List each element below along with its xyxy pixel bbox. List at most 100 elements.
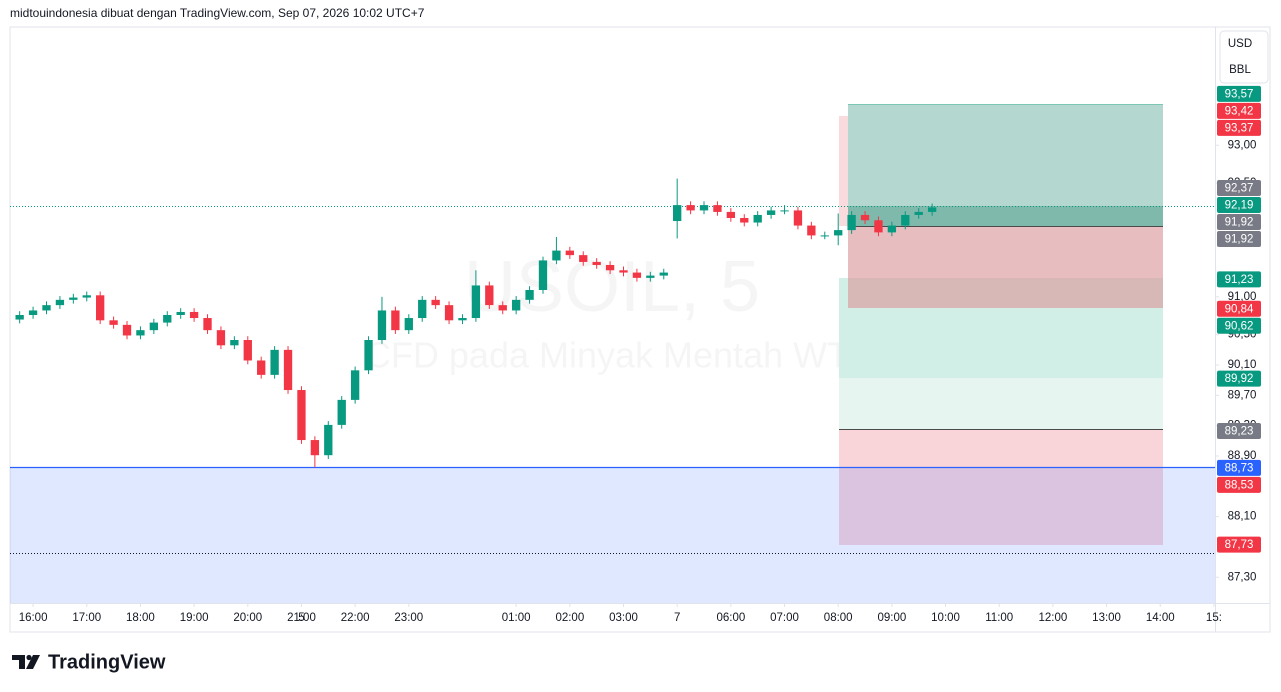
candle-body [632, 272, 642, 278]
candle-body [82, 295, 91, 298]
x-tick-label: 22:00 [341, 612, 370, 624]
candle-body [834, 230, 843, 236]
price-tag-label: 93,57 [1225, 88, 1254, 100]
candle-body [270, 349, 279, 375]
candle-body [485, 285, 494, 306]
price-tag-label: 87,73 [1225, 539, 1254, 551]
candle-body [753, 214, 762, 223]
candle-body [15, 315, 24, 320]
x-tick-label: 23:00 [394, 612, 423, 624]
price-tag-label: 91,23 [1225, 274, 1254, 286]
x-tick-label: 08:00 [824, 612, 853, 624]
price-tag [1217, 179, 1261, 196]
candle-body [498, 305, 507, 311]
y-tick-label: 88,90 [1228, 450, 1257, 462]
price-tag [1217, 300, 1261, 317]
candle-body [163, 315, 172, 323]
price-tag-label: 90,84 [1225, 303, 1254, 315]
price-tag [1217, 196, 1261, 213]
candle-body [820, 235, 829, 237]
price-tag-label: 90,62 [1225, 320, 1254, 332]
x-tick-label: 07:00 [770, 612, 799, 624]
candle-body [874, 220, 883, 233]
plot-area: USOIL, 5 CFD pada Minyak Mentah WTI [10, 104, 1215, 603]
price-tag-label: 88,73 [1225, 462, 1254, 474]
candle-body [901, 214, 910, 226]
candle-body [176, 311, 185, 315]
candle-body [391, 310, 400, 331]
currency[interactable]: USD [1228, 38, 1252, 50]
candle-body [686, 205, 695, 211]
x-tick-label: 5 [298, 612, 304, 624]
candle-body [887, 225, 897, 233]
candle-body [847, 214, 856, 231]
header: midtouindonesia dibuat dengan TradingVie… [10, 6, 425, 20]
x-tick-label: 16:00 [19, 612, 48, 624]
y-tick-label: 87,30 [1228, 571, 1257, 583]
candle-body [458, 318, 467, 321]
y-tick-label: 93,00 [1228, 139, 1257, 151]
candle-body [914, 211, 923, 215]
candle-body [592, 261, 601, 265]
price-tag-label: 91,92 [1225, 216, 1254, 228]
candle-body [927, 207, 937, 212]
candle-body [766, 210, 776, 215]
candles [15, 178, 937, 468]
x-tick-label: 21:00 [287, 612, 316, 624]
price-tag-label: 88,53 [1225, 479, 1254, 491]
price-tag-label: 92,19 [1225, 199, 1254, 211]
stop-zone [848, 226, 1163, 308]
candle-body [203, 318, 212, 331]
candle-body [230, 340, 239, 346]
candle-body [525, 289, 534, 300]
candle-body [780, 210, 789, 212]
y-tick-label: 88,10 [1228, 511, 1257, 523]
candle-body [69, 297, 78, 300]
price-tag-label: 89,23 [1225, 425, 1254, 437]
candle-body [740, 217, 749, 223]
candle-body [149, 322, 159, 331]
candle-body [511, 299, 521, 311]
x-tick-label: 02:00 [555, 612, 584, 624]
candle-body [713, 205, 722, 212]
x-tick-label: 13:00 [1092, 612, 1121, 624]
price-tag-label: 89,92 [1225, 373, 1254, 385]
candle-body [189, 311, 199, 319]
watermark-symbol: USOIL, 5 [464, 247, 760, 327]
target-zone [848, 104, 1163, 226]
price-tag [1217, 317, 1261, 334]
candle-body [216, 330, 226, 346]
candle-body [283, 349, 293, 391]
candle-body [579, 255, 588, 262]
candle-body [565, 250, 574, 256]
x-tick-label: 20:00 [233, 612, 262, 624]
unit[interactable]: BBL [1229, 64, 1251, 76]
brand: TradingView [48, 651, 166, 673]
candle-body [122, 324, 132, 336]
candle-body [673, 205, 682, 222]
candle-body [860, 214, 870, 221]
candle-body [605, 264, 615, 271]
x-tick-label: 10:00 [931, 612, 960, 624]
x-tick-label: 15: [1206, 612, 1222, 624]
price-tag-label: 92,37 [1225, 182, 1254, 194]
price-tag [1217, 102, 1261, 119]
candle-body [404, 318, 413, 331]
x-tick-label: 19:00 [180, 612, 209, 624]
watermark-description: CFD pada Minyak Mentah WTI [365, 335, 859, 376]
brand-logo [12, 654, 40, 669]
candle-body [28, 310, 38, 315]
unit-box[interactable] [1219, 30, 1269, 84]
candle-body [726, 211, 736, 218]
candle-body [619, 270, 628, 273]
y-tick-label: 89,70 [1228, 389, 1257, 401]
candle-body [793, 210, 803, 226]
price-tag-label: 91,92 [1225, 233, 1254, 245]
x-tick-label: 06:00 [716, 612, 745, 624]
candle-body [699, 205, 709, 211]
y-tick-label: 90,10 [1228, 359, 1257, 371]
x-tick-label: 03:00 [609, 612, 638, 624]
candle-body [136, 330, 145, 336]
